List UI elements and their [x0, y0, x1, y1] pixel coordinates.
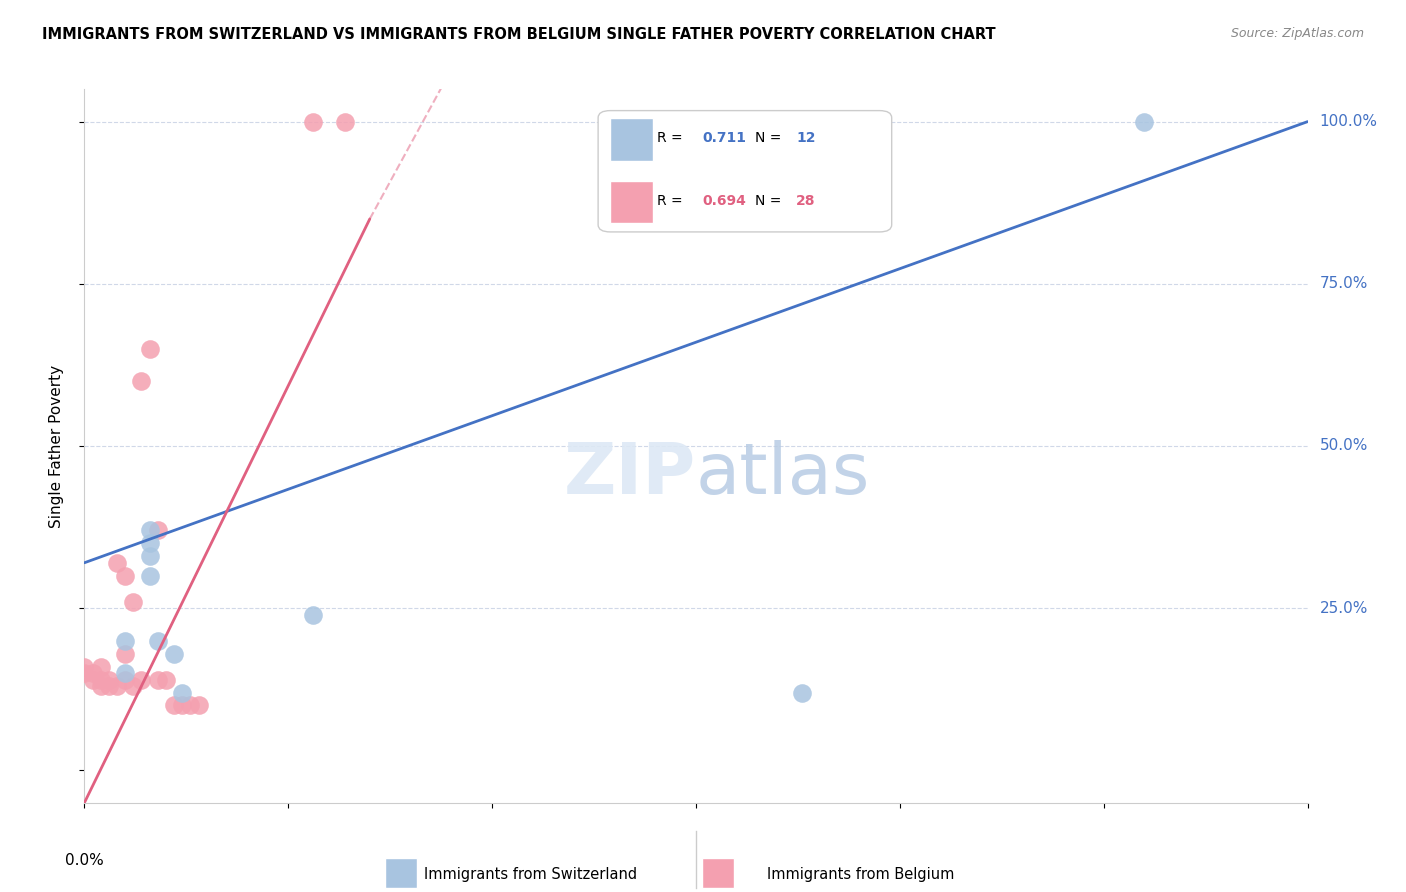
Point: [82, 673, 104, 687]
Point: [335, 114, 357, 128]
Text: N =: N =: [755, 131, 786, 145]
FancyBboxPatch shape: [610, 180, 654, 223]
Point: [90, 679, 112, 693]
Point: [163, 698, 186, 713]
Text: 28: 28: [796, 194, 815, 208]
Text: Immigrants from Switzerland: Immigrants from Switzerland: [425, 867, 637, 882]
Point: [301, 607, 323, 622]
Point: [122, 679, 145, 693]
Text: 100.0%: 100.0%: [1320, 114, 1378, 129]
Text: 0.711: 0.711: [702, 131, 747, 145]
Point: [82, 666, 104, 681]
Point: [146, 673, 169, 687]
Point: [138, 524, 160, 538]
Point: [73, 659, 96, 673]
Text: 75.0%: 75.0%: [1320, 277, 1368, 292]
Point: [90, 659, 112, 673]
Point: [163, 647, 186, 661]
Point: [97, 679, 120, 693]
FancyBboxPatch shape: [702, 858, 734, 888]
Text: Immigrants from Belgium: Immigrants from Belgium: [768, 867, 955, 882]
Point: [1133, 114, 1156, 128]
Point: [155, 673, 177, 687]
Point: [105, 556, 128, 570]
Point: [179, 698, 201, 713]
Point: [790, 685, 813, 699]
Point: [138, 549, 160, 564]
Point: [187, 698, 209, 713]
Point: [73, 666, 96, 681]
Text: Source: ZipAtlas.com: Source: ZipAtlas.com: [1230, 27, 1364, 40]
FancyBboxPatch shape: [598, 111, 891, 232]
FancyBboxPatch shape: [385, 858, 418, 888]
Point: [131, 374, 153, 388]
Point: [122, 595, 145, 609]
Point: [301, 114, 323, 128]
Text: 12: 12: [796, 131, 815, 145]
Text: atlas: atlas: [696, 440, 870, 509]
Y-axis label: Single Father Poverty: Single Father Poverty: [49, 365, 63, 527]
Point: [114, 666, 136, 681]
Text: R =: R =: [657, 194, 686, 208]
Text: IMMIGRANTS FROM SWITZERLAND VS IMMIGRANTS FROM BELGIUM SINGLE FATHER POVERTY COR: IMMIGRANTS FROM SWITZERLAND VS IMMIGRANT…: [42, 27, 995, 42]
Point: [138, 342, 160, 356]
FancyBboxPatch shape: [610, 118, 654, 161]
Point: [105, 679, 128, 693]
Point: [114, 633, 136, 648]
Point: [146, 633, 169, 648]
Point: [114, 673, 136, 687]
Point: [138, 568, 160, 582]
Point: [172, 685, 194, 699]
Point: [114, 568, 136, 582]
Text: 0.0%: 0.0%: [65, 853, 104, 868]
Point: [131, 673, 153, 687]
Text: 50.0%: 50.0%: [1320, 439, 1368, 453]
Point: [90, 673, 112, 687]
Text: 0.694: 0.694: [702, 194, 747, 208]
Point: [114, 647, 136, 661]
Text: ZIP: ZIP: [564, 440, 696, 509]
Point: [172, 698, 194, 713]
Text: N =: N =: [755, 194, 786, 208]
Point: [146, 524, 169, 538]
Point: [97, 673, 120, 687]
Text: R =: R =: [657, 131, 686, 145]
Text: 25.0%: 25.0%: [1320, 600, 1368, 615]
Point: [138, 536, 160, 550]
